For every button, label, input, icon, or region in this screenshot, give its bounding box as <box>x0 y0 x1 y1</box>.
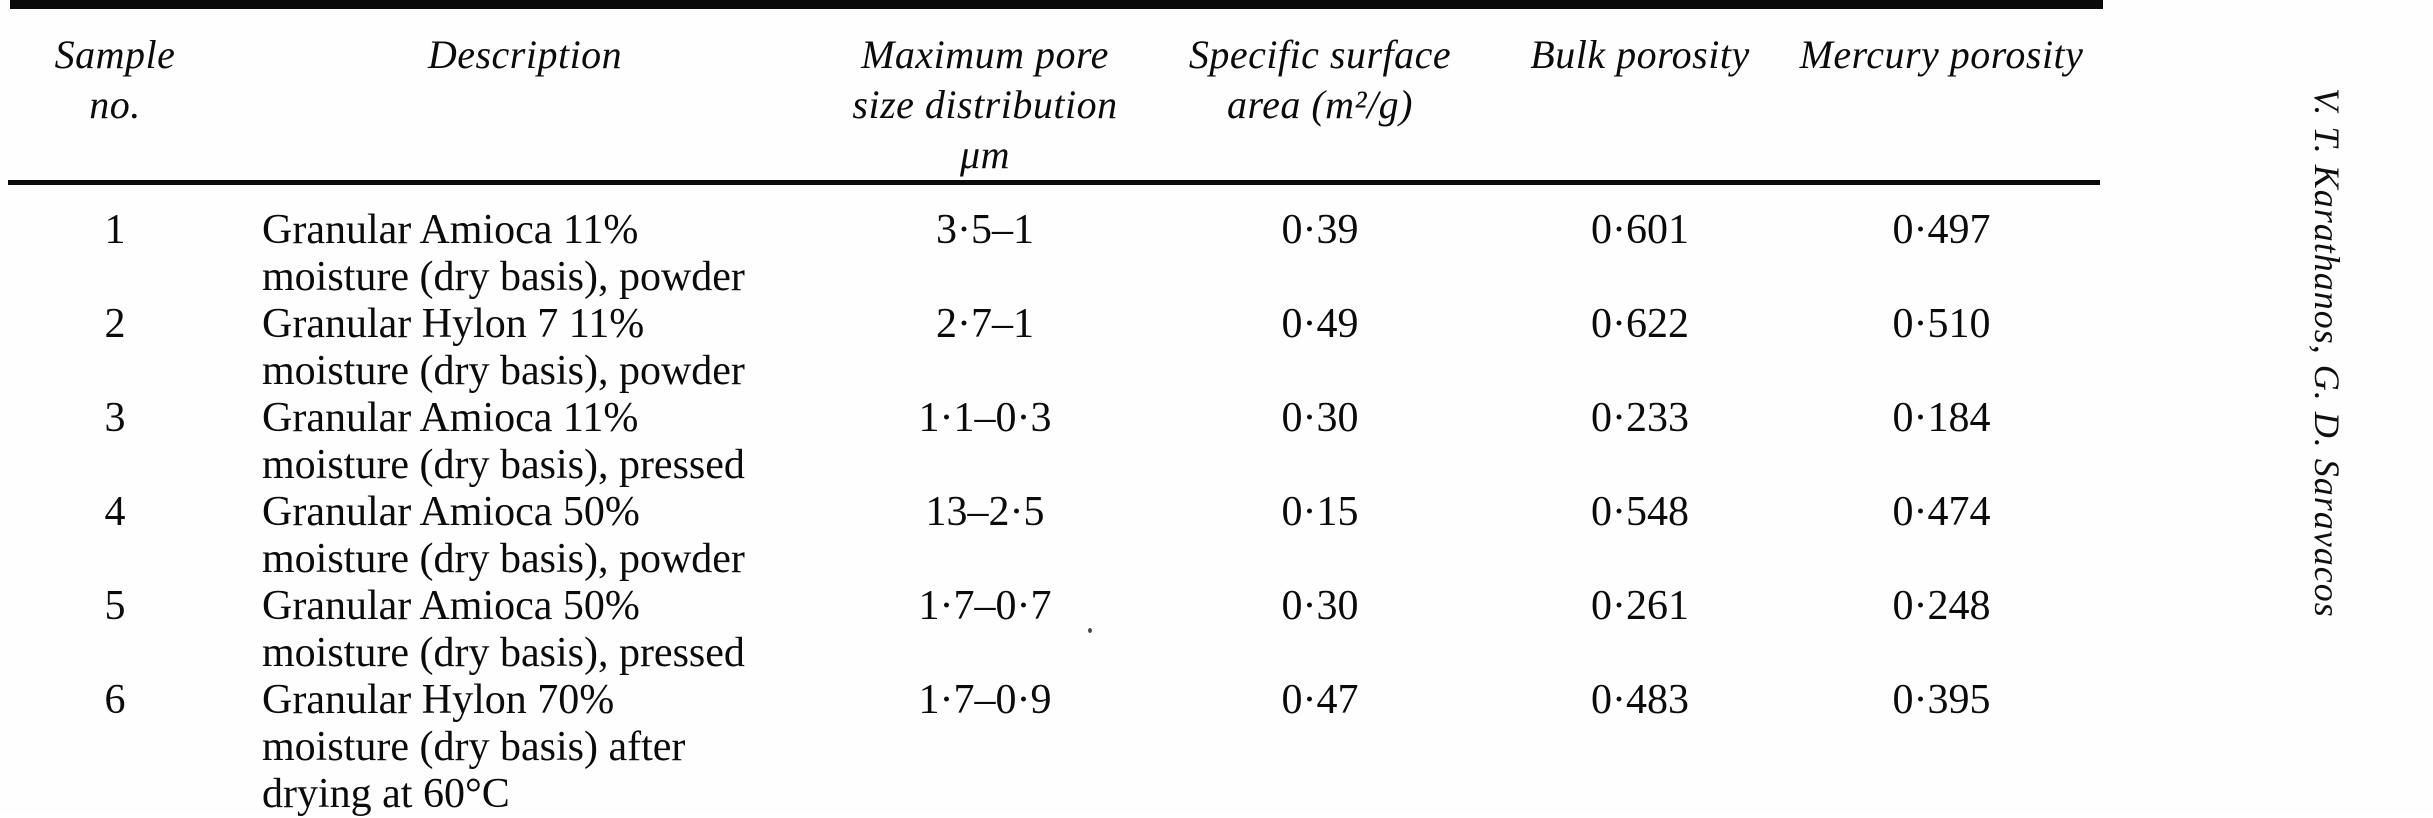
cell-description: Granular Amioca 11% moisture (dry basis)… <box>262 395 745 488</box>
cell-specific-surface: 0·49 <box>1281 301 1359 347</box>
cell-max-pore: 1·7–0·9 <box>918 677 1052 723</box>
cell-mercury-porosity: 0·510 <box>1892 301 1991 347</box>
cell-sample-no: 2 <box>104 301 126 347</box>
header-description: Description <box>427 32 623 77</box>
cell-description: Granular Hylon 7 11% moisture (dry basis… <box>262 301 745 394</box>
table-top-rule <box>10 0 2103 9</box>
cell-max-pore: 1·1–0·3 <box>918 395 1052 441</box>
cell-sample-no: 6 <box>104 677 126 723</box>
cell-specific-surface: 0·30 <box>1281 583 1359 629</box>
cell-bulk-porosity: 0·548 <box>1591 489 1689 535</box>
cell-mercury-porosity: 0·395 <box>1892 677 1991 723</box>
cell-max-pore: 13–2·5 <box>925 489 1045 535</box>
cell-bulk-porosity: 0·483 <box>1591 677 1689 723</box>
table-row: 1 Granular Amioca 11% moisture (dry basi… <box>10 207 2103 301</box>
cell-mercury-porosity: 0·497 <box>1892 207 1991 253</box>
header-bulk-porosity: Bulk porosity <box>1530 32 1750 77</box>
cell-sample-no: 4 <box>104 489 126 535</box>
cell-description: Granular Amioca 50% moisture (dry basis)… <box>262 583 745 676</box>
table-body: 1 Granular Amioca 11% moisture (dry basi… <box>10 185 2103 818</box>
cell-max-pore: 2·7–1 <box>936 301 1034 347</box>
cell-bulk-porosity: 0·622 <box>1591 301 1689 347</box>
cell-mercury-porosity: 0·248 <box>1892 583 1991 629</box>
scan-artifact-dot <box>1088 628 1092 633</box>
header-max-pore-size: Maximum pore size distribution μm <box>852 32 1118 177</box>
cell-description: Granular Amioca 50% moisture (dry basis)… <box>262 489 745 582</box>
porosity-table: Sample no. Description Maximum pore size… <box>10 9 2103 180</box>
header-mercury-porosity: Mercury porosity <box>1799 32 2084 77</box>
table-row: 5 Granular Amioca 50% moisture (dry basi… <box>10 583 2103 677</box>
table-row: 6 Granular Hylon 70% moisture (dry basis… <box>10 677 2103 818</box>
cell-mercury-porosity: 0·184 <box>1892 395 1991 441</box>
cell-bulk-porosity: 0·261 <box>1591 583 1689 629</box>
table-row: 3 Granular Amioca 11% moisture (dry basi… <box>10 395 2103 489</box>
table-row: 2 Granular Hylon 7 11% moisture (dry bas… <box>10 301 2103 395</box>
cell-bulk-porosity: 0·601 <box>1591 207 1689 253</box>
header-sample-no: Sample no. <box>54 32 176 127</box>
header-specific-surface-area: Specific surface area (m²/g) <box>1188 32 1452 127</box>
cell-sample-no: 5 <box>104 583 126 629</box>
cell-sample-no: 1 <box>104 207 126 253</box>
cell-specific-surface: 0·30 <box>1281 395 1359 441</box>
running-head-authors: V. T. Karathanos, G. D. Saravacos <box>2307 88 2347 618</box>
cell-specific-surface: 0·47 <box>1281 677 1359 723</box>
cell-bulk-porosity: 0·233 <box>1591 395 1689 441</box>
cell-specific-surface: 0·15 <box>1281 489 1359 535</box>
table-header-row: Sample no. Description Maximum pore size… <box>10 9 2103 180</box>
cell-specific-surface: 0·39 <box>1281 207 1359 253</box>
cell-description: Granular Amioca 11% moisture (dry basis)… <box>262 207 745 300</box>
cell-sample-no: 3 <box>104 395 126 441</box>
cell-max-pore: 1·7–0·7 <box>918 583 1052 629</box>
cell-max-pore: 3·5–1 <box>936 207 1034 253</box>
table-header-rule <box>8 180 2100 185</box>
cell-mercury-porosity: 0·474 <box>1892 489 1991 535</box>
cell-description: Granular Hylon 70% moisture (dry basis) … <box>262 677 686 817</box>
table-row: 4 Granular Amioca 50% moisture (dry basi… <box>10 489 2103 583</box>
